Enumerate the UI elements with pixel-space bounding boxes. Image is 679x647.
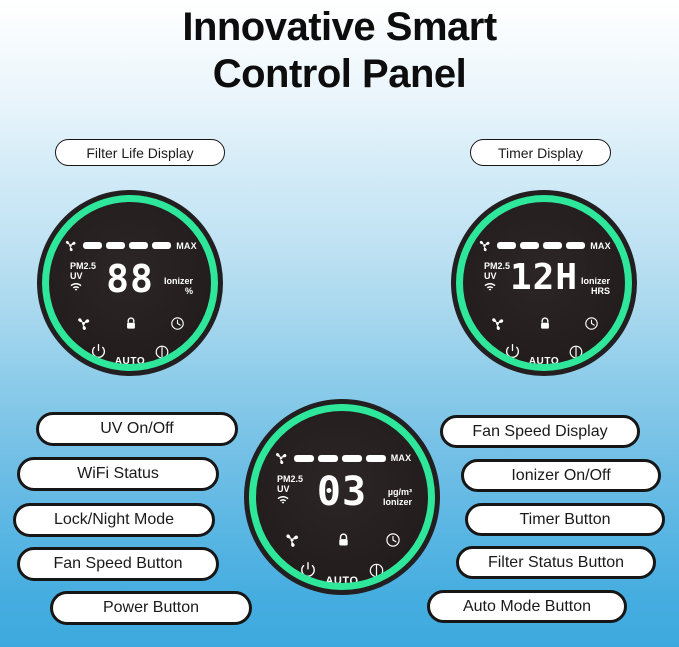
panel-display-value: 03: [316, 469, 368, 515]
panel-face: MAX PM2.5 UV 03 µg/m³: [256, 411, 428, 583]
panel-right-indicators: µg/m³ Ionizer: [383, 487, 412, 508]
callout-timer-display[interactable]: Timer Display: [470, 139, 611, 166]
page-title-line1: Innovative Smart: [182, 5, 497, 49]
power-icon[interactable]: [299, 561, 317, 579]
panel-left-indicators: PM2.5 UV: [484, 261, 510, 291]
lock-icon[interactable]: [336, 532, 351, 549]
panel-button-row-bottom: [49, 343, 211, 360]
fan-max-label: MAX: [390, 453, 412, 463]
callout-ionizer-on-off[interactable]: Ionizer On/Off: [461, 459, 661, 492]
fan-speed-indicator[interactable]: MAX: [49, 238, 211, 253]
control-panel-air-quality[interactable]: MAX PM2.5 UV 03 µg/m³: [244, 399, 440, 595]
pm25-label: PM2.5: [277, 474, 304, 484]
unit-label: HRS: [590, 286, 610, 297]
uv-label: UV: [484, 271, 497, 282]
ionizer-label: Ionizer: [163, 276, 193, 286]
wifi-icon: [70, 282, 96, 291]
panel-button-row-top: [49, 315, 211, 332]
panel-button-row-top: [463, 315, 625, 332]
callout-fan-speed-button[interactable]: Fan Speed Button: [17, 547, 219, 581]
unit-label: %: [184, 286, 193, 297]
fan-speed-bars: [83, 242, 172, 249]
ionizer-label: Ionizer: [580, 276, 610, 286]
panel-right-indicators: Ionizer %: [164, 276, 193, 297]
timer-icon[interactable]: [584, 316, 599, 331]
ionizer-icon[interactable]: [368, 562, 385, 579]
fan-speed-button[interactable]: [75, 315, 92, 332]
fan-icon: [273, 450, 289, 466]
timer-icon[interactable]: [170, 316, 185, 331]
fan-speed-bars: [497, 242, 586, 249]
pm25-label: PM2.5: [70, 261, 97, 271]
power-icon[interactable]: [504, 343, 521, 360]
control-panel-filter-life[interactable]: MAX PM2.5 UV 88 Ionizer: [37, 190, 223, 376]
fan-speed-bars: [293, 454, 386, 462]
auto-mode-label[interactable]: AUTO: [528, 356, 560, 364]
fan-icon: [477, 238, 492, 253]
pm25-label: PM2.5: [484, 261, 511, 271]
uv-label: UV: [70, 271, 83, 282]
wifi-icon: [277, 495, 303, 504]
callout-filter-status-button[interactable]: Filter Status Button: [456, 546, 656, 579]
page-title-line2: Control Panel: [212, 52, 467, 96]
panel-button-row-bottom: [256, 561, 428, 579]
callout-uv-on-off[interactable]: UV On/Off: [36, 412, 238, 446]
panel-glow-ring: MAX PM2.5 UV 12H Ionizer: [456, 195, 632, 371]
fan-max-label: MAX: [590, 240, 611, 251]
ionizer-icon[interactable]: [568, 344, 584, 360]
fan-speed-indicator[interactable]: MAX: [463, 238, 625, 253]
callout-timer-button[interactable]: Timer Button: [465, 503, 665, 536]
panel-glow-ring: MAX PM2.5 UV 88 Ionizer: [42, 195, 218, 371]
callout-fan-speed-display[interactable]: Fan Speed Display: [440, 415, 640, 448]
fan-speed-button[interactable]: [283, 531, 301, 549]
panel-face: MAX PM2.5 UV 12H Ionizer: [463, 202, 625, 364]
callout-lock-night-mode[interactable]: Lock/Night Mode: [13, 503, 215, 537]
callout-auto-mode-button[interactable]: Auto Mode Button: [427, 590, 627, 623]
panel-face: MAX PM2.5 UV 88 Ionizer: [49, 202, 211, 364]
panel-button-row-top: [256, 531, 428, 549]
wifi-icon: [484, 282, 510, 291]
lock-icon[interactable]: [124, 316, 138, 332]
control-panel-timer[interactable]: MAX PM2.5 UV 12H Ionizer: [451, 190, 637, 376]
callout-filter-life-display[interactable]: Filter Life Display: [55, 139, 225, 166]
fan-icon: [63, 238, 78, 253]
panel-button-row-bottom: [463, 343, 625, 360]
uv-label: UV: [277, 484, 290, 495]
panel-left-indicators: PM2.5 UV: [277, 474, 303, 504]
panel-left-indicators: PM2.5 UV: [70, 261, 96, 291]
timer-icon[interactable]: [385, 532, 401, 548]
fan-speed-indicator[interactable]: MAX: [256, 450, 428, 466]
panel-display-value: 12H: [509, 257, 579, 298]
callout-wifi-status[interactable]: WiFi Status: [17, 457, 219, 491]
panel-right-indicators: Ionizer HRS: [581, 276, 610, 297]
ionizer-label: Ionizer: [382, 497, 412, 508]
fan-speed-button[interactable]: [489, 315, 506, 332]
panel-glow-ring: MAX PM2.5 UV 03 µg/m³: [249, 404, 435, 590]
fan-max-label: MAX: [176, 240, 197, 251]
unit-label: µg/m³: [387, 487, 412, 497]
auto-mode-label[interactable]: AUTO: [325, 575, 359, 583]
lock-icon[interactable]: [538, 316, 552, 332]
callout-power-button[interactable]: Power Button: [50, 591, 252, 625]
ionizer-icon[interactable]: [154, 344, 170, 360]
auto-mode-label[interactable]: AUTO: [114, 356, 146, 364]
panel-display-value: 88: [106, 257, 154, 301]
page-title: Innovative Smart Control Panel: [0, 0, 679, 98]
power-icon[interactable]: [90, 343, 107, 360]
